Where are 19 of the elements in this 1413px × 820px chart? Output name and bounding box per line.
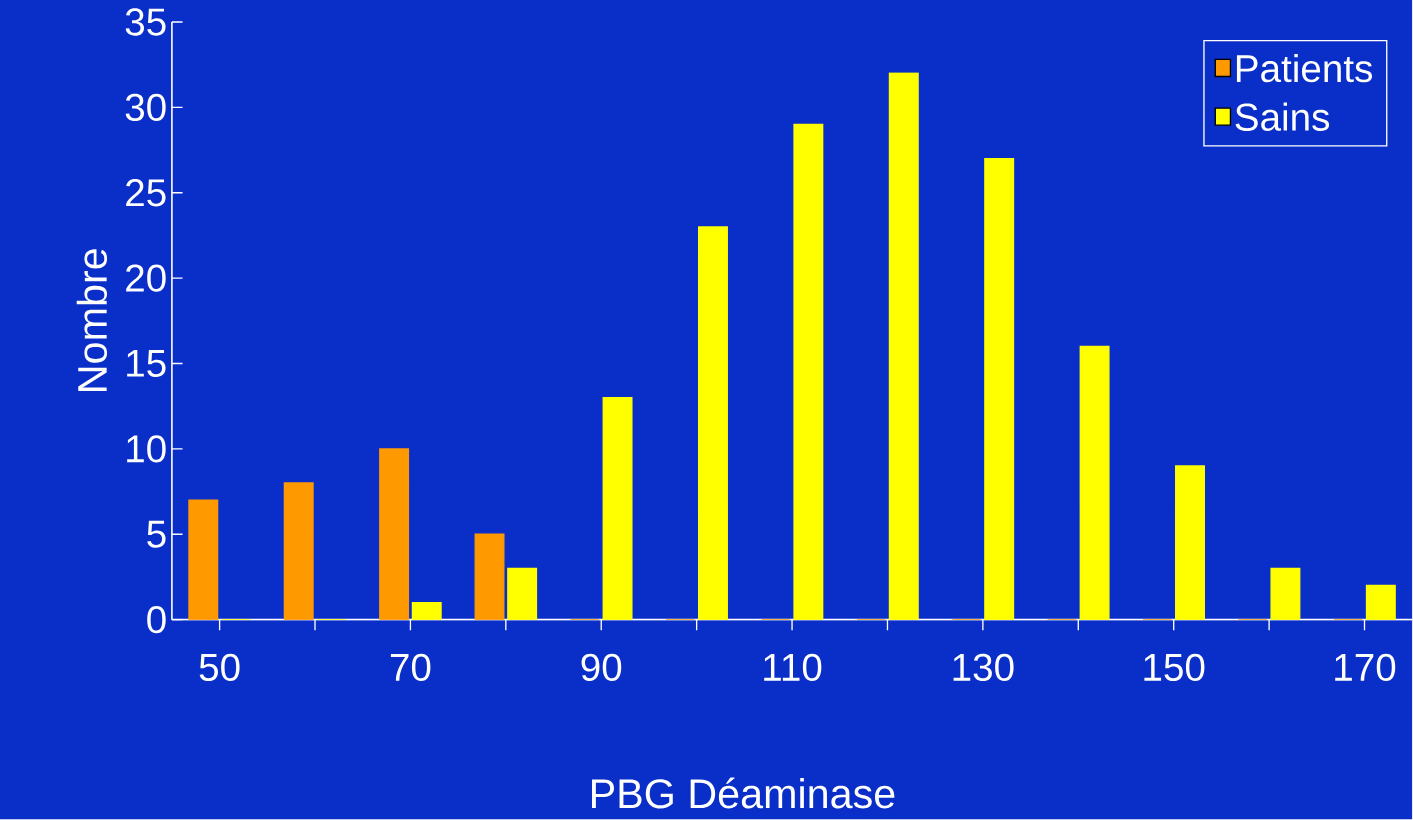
legend-label: Patients [1236,54,1373,83]
y-tick-label: 10 [127,435,166,463]
x-tick-label: 150 [1144,653,1205,682]
y-axis-title: Nombre [76,249,108,392]
y-tick-label: 15 [127,350,166,378]
x-axis-title: PBG Déaminase [592,777,895,809]
x-tick-label: 90 [581,653,622,682]
x-tick-label: 110 [764,653,822,682]
y-tick-label: 20 [126,264,166,293]
x-tick-label: 130 [953,653,1014,682]
y-tick-label: 5 [147,521,166,548]
y-tick-label: 35 [125,8,166,36]
x-tick-label: 170 [1335,653,1396,682]
y-tick-label: 25 [126,179,166,207]
y-tick-label: 0 [147,606,166,634]
x-tick-label: 50 [199,653,240,682]
legend-label: Sains [1235,102,1330,132]
y-tick-label: 30 [125,93,166,122]
x-tick-label: 70 [390,653,431,682]
